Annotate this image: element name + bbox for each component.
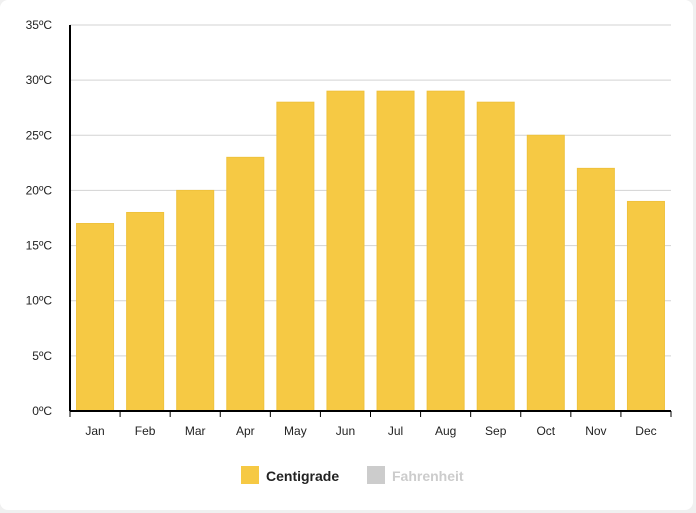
x-tick-label: Apr (236, 424, 255, 438)
bar-apr[interactable] (226, 156, 265, 412)
legend-item-centigrade[interactable]: Centigrade (241, 466, 339, 484)
x-tick-label: Oct (536, 424, 555, 438)
legend-swatch (367, 466, 385, 484)
x-tick-label: Feb (135, 424, 156, 438)
bar-feb[interactable] (126, 211, 165, 412)
bar-jan[interactable] (76, 223, 115, 412)
bar-aug[interactable] (426, 90, 465, 412)
y-tick-label: 30ºC (26, 73, 53, 87)
axes (69, 25, 672, 417)
bar-dec[interactable] (626, 200, 665, 412)
x-tick-label: Jul (388, 424, 403, 438)
x-tick-label: Jan (85, 424, 104, 438)
bar-oct[interactable] (526, 134, 565, 412)
y-tick-label: 15ºC (26, 239, 53, 253)
bar-sep[interactable] (476, 101, 515, 412)
legend-label: Fahrenheit (392, 468, 464, 484)
y-tick-label: 0ºC (32, 404, 52, 418)
x-tick-labels: Jan Feb Mar Apr May Jun Jul Aug Sep Oct Nov Dec (85, 424, 656, 438)
y-tick-label: 5ºC (32, 349, 52, 363)
y-tick-label: 20ºC (26, 183, 53, 197)
y-tick-label: 35ºC (26, 18, 53, 32)
bar-may[interactable] (276, 101, 315, 412)
y-tick-labels: 0ºC 5ºC 10ºC 15ºC 20ºC 25ºC 30ºC 35ºC (26, 18, 53, 418)
y-tick-label: 25ºC (26, 128, 53, 142)
x-tick-label: Nov (585, 424, 606, 438)
x-tick-label: May (284, 424, 307, 438)
legend: Centigrade Fahrenheit (241, 466, 464, 484)
x-tick-label: Jun (336, 424, 355, 438)
legend-label: Centigrade (266, 468, 339, 484)
y-tick-label: 10ºC (26, 294, 53, 308)
bar-jul[interactable] (376, 90, 415, 412)
bar-jun[interactable] (326, 90, 365, 412)
bars (76, 90, 665, 412)
bar-nov[interactable] (576, 167, 615, 412)
bar-mar[interactable] (176, 189, 215, 412)
legend-item-fahrenheit[interactable]: Fahrenheit (367, 466, 464, 484)
x-tick-label: Aug (435, 424, 456, 438)
x-tick-label: Dec (635, 424, 656, 438)
gridlines (70, 24, 671, 357)
legend-swatch (241, 466, 259, 484)
x-tick-label: Mar (185, 424, 206, 438)
x-tick-label: Sep (485, 424, 507, 438)
